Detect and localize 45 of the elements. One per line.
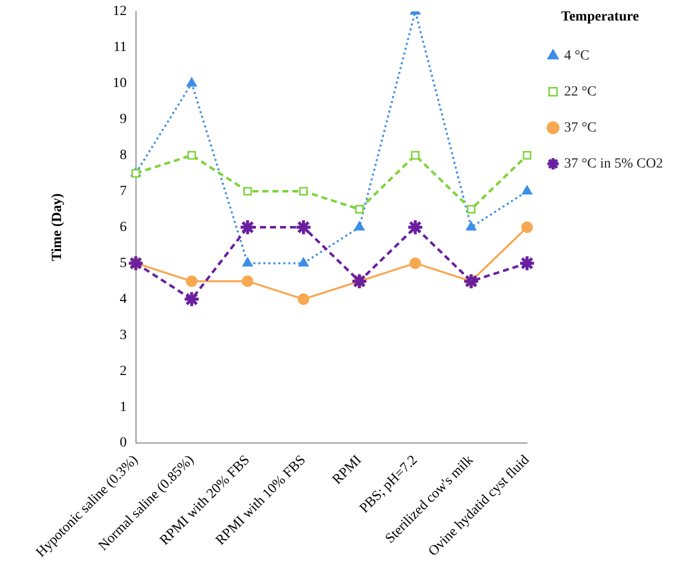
point: [298, 257, 309, 266]
legend-label: 22 °C: [564, 84, 596, 100]
point: [350, 272, 368, 290]
point: [242, 275, 254, 287]
y-tick-label: 10: [112, 76, 127, 92]
y-tick-label: 2: [120, 364, 127, 379]
point: [462, 272, 480, 290]
y-tick-label: 12: [112, 4, 127, 20]
point: [187, 151, 196, 160]
point: [186, 275, 198, 287]
y-tick-label: 11: [113, 40, 127, 56]
point: [521, 221, 533, 233]
point: [183, 290, 200, 308]
y-tick-label: 4: [120, 292, 127, 307]
y-tick-label: 6: [120, 220, 127, 235]
point: [522, 186, 532, 195]
point: [406, 218, 424, 236]
legend-label: 37 °C in 5% CO2: [564, 156, 663, 172]
point: [354, 221, 364, 230]
legend-title: Temperature: [561, 10, 639, 25]
point: [294, 218, 312, 236]
point: [355, 204, 364, 214]
point: [239, 218, 256, 236]
point: [243, 186, 252, 196]
y-tick-label: 5: [120, 256, 127, 271]
point: [466, 204, 476, 214]
legend-label: 4 °C: [564, 48, 590, 64]
y-tick-label: 7: [120, 184, 127, 199]
point: [186, 78, 197, 87]
point: [298, 293, 310, 305]
point: [410, 151, 420, 160]
point: [518, 254, 536, 272]
point: [299, 186, 308, 196]
point: [466, 221, 476, 230]
y-axis-title: Time (Day): [50, 193, 66, 262]
point: [242, 257, 253, 266]
y-tick-label: 1: [120, 400, 127, 415]
point: [410, 257, 422, 269]
y-tick-label: 8: [120, 148, 127, 163]
legend-label: 37 °C: [564, 120, 596, 136]
y-tick-label: 3: [120, 328, 127, 343]
point: [127, 254, 144, 272]
y-tick-label: 9: [120, 112, 127, 127]
y-tick-label: 0: [120, 436, 127, 451]
point: [522, 151, 532, 160]
